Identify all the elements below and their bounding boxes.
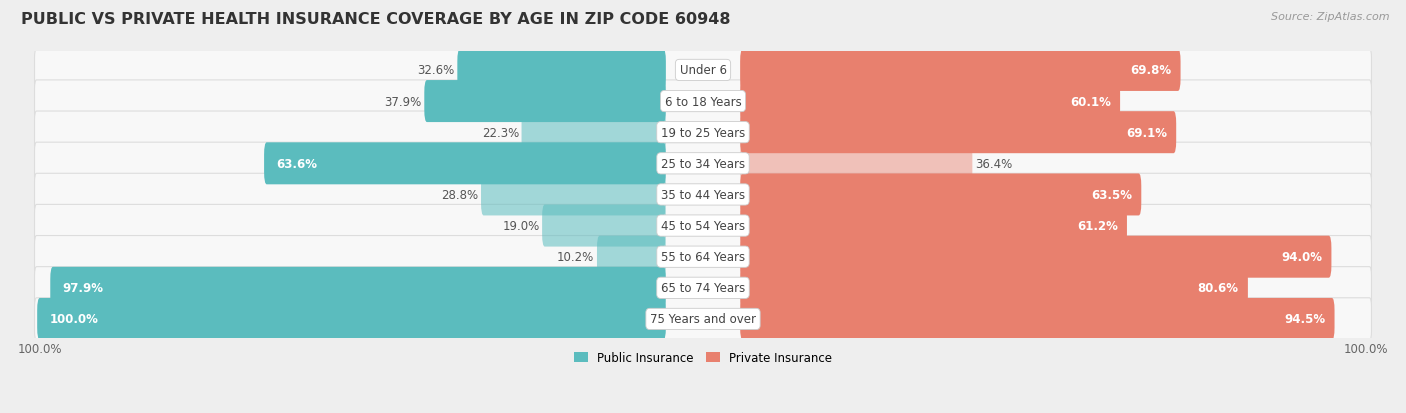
Text: Source: ZipAtlas.com: Source: ZipAtlas.com — [1271, 12, 1389, 22]
Text: 69.1%: 69.1% — [1126, 126, 1167, 139]
Text: 22.3%: 22.3% — [482, 126, 519, 139]
Text: 60.1%: 60.1% — [1070, 95, 1111, 108]
FancyBboxPatch shape — [425, 81, 666, 123]
FancyBboxPatch shape — [35, 112, 1371, 154]
FancyBboxPatch shape — [522, 112, 666, 154]
Text: 80.6%: 80.6% — [1198, 282, 1239, 294]
FancyBboxPatch shape — [543, 205, 666, 247]
Text: 32.6%: 32.6% — [418, 64, 454, 77]
FancyBboxPatch shape — [740, 174, 1142, 216]
Text: 100.0%: 100.0% — [49, 313, 98, 326]
Text: 63.5%: 63.5% — [1091, 188, 1132, 202]
Text: 63.6%: 63.6% — [277, 157, 318, 171]
FancyBboxPatch shape — [481, 174, 666, 216]
Text: 97.9%: 97.9% — [63, 282, 104, 294]
Text: 55 to 64 Years: 55 to 64 Years — [661, 251, 745, 263]
FancyBboxPatch shape — [35, 81, 1371, 123]
FancyBboxPatch shape — [35, 267, 1371, 309]
Text: 69.8%: 69.8% — [1130, 64, 1171, 77]
FancyBboxPatch shape — [740, 205, 1128, 247]
FancyBboxPatch shape — [37, 298, 666, 340]
Text: 6 to 18 Years: 6 to 18 Years — [665, 95, 741, 108]
Text: 37.9%: 37.9% — [384, 95, 422, 108]
FancyBboxPatch shape — [740, 298, 1334, 340]
FancyBboxPatch shape — [51, 267, 666, 309]
FancyBboxPatch shape — [35, 50, 1371, 92]
FancyBboxPatch shape — [740, 50, 1181, 92]
FancyBboxPatch shape — [35, 143, 1371, 185]
Text: 25 to 34 Years: 25 to 34 Years — [661, 157, 745, 171]
Text: 94.5%: 94.5% — [1284, 313, 1326, 326]
Text: 28.8%: 28.8% — [441, 188, 478, 202]
Text: PUBLIC VS PRIVATE HEALTH INSURANCE COVERAGE BY AGE IN ZIP CODE 60948: PUBLIC VS PRIVATE HEALTH INSURANCE COVER… — [21, 12, 731, 27]
FancyBboxPatch shape — [598, 236, 666, 278]
Text: 10.2%: 10.2% — [557, 251, 595, 263]
Text: 45 to 54 Years: 45 to 54 Years — [661, 220, 745, 233]
FancyBboxPatch shape — [264, 143, 666, 185]
FancyBboxPatch shape — [35, 298, 1371, 340]
FancyBboxPatch shape — [740, 236, 1331, 278]
FancyBboxPatch shape — [740, 81, 1121, 123]
FancyBboxPatch shape — [35, 236, 1371, 278]
Text: 36.4%: 36.4% — [974, 157, 1012, 171]
Legend: Public Insurance, Private Insurance: Public Insurance, Private Insurance — [569, 347, 837, 369]
FancyBboxPatch shape — [35, 205, 1371, 247]
Text: 35 to 44 Years: 35 to 44 Years — [661, 188, 745, 202]
FancyBboxPatch shape — [457, 50, 666, 92]
Text: Under 6: Under 6 — [679, 64, 727, 77]
Text: 19.0%: 19.0% — [502, 220, 540, 233]
Text: 19 to 25 Years: 19 to 25 Years — [661, 126, 745, 139]
Text: 65 to 74 Years: 65 to 74 Years — [661, 282, 745, 294]
FancyBboxPatch shape — [740, 267, 1249, 309]
FancyBboxPatch shape — [740, 112, 1177, 154]
Text: 61.2%: 61.2% — [1077, 220, 1118, 233]
FancyBboxPatch shape — [740, 143, 973, 185]
Text: 94.0%: 94.0% — [1281, 251, 1322, 263]
Text: 75 Years and over: 75 Years and over — [650, 313, 756, 326]
FancyBboxPatch shape — [35, 174, 1371, 216]
